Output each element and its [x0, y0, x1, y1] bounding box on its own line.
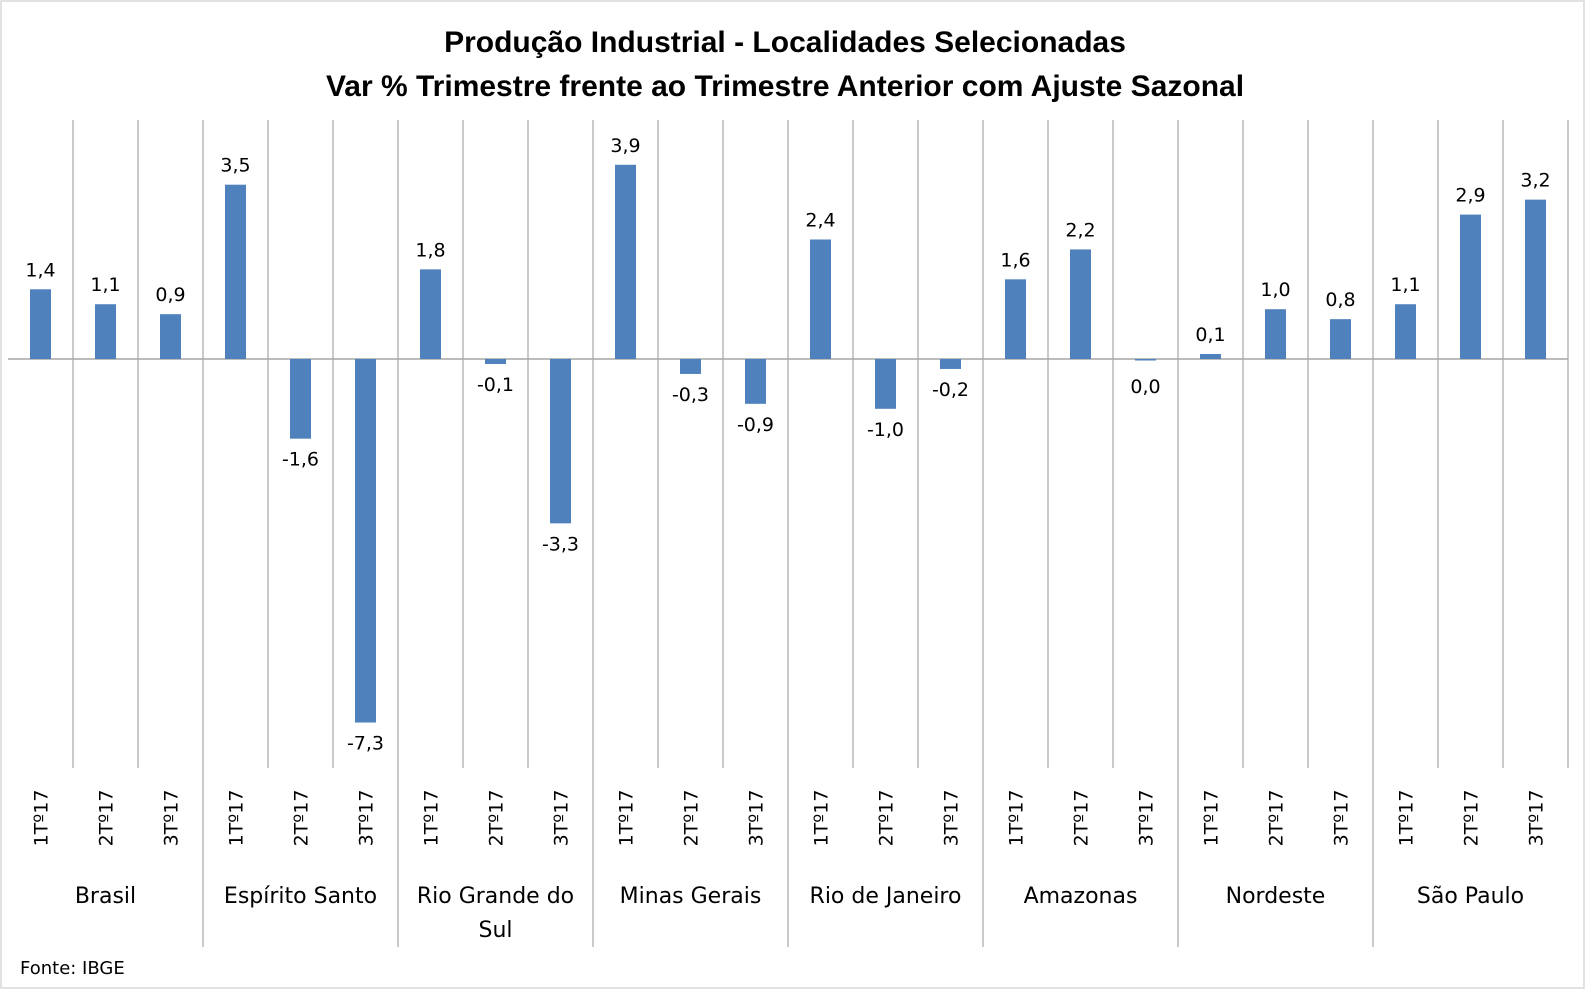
- bar: [810, 239, 831, 359]
- tick-label: 1Tº17: [226, 790, 248, 847]
- bar: [290, 359, 311, 439]
- data-label: -1,6: [282, 449, 319, 471]
- data-label: 0,8: [1325, 289, 1355, 311]
- tick-label: 1Tº17: [1201, 790, 1223, 847]
- chart-subtitle: Var % Trimestre frente ao Trimestre Ante…: [326, 70, 1244, 103]
- tick-label: 1Tº17: [1396, 790, 1418, 847]
- group-label: São Paulo: [1417, 884, 1524, 909]
- tick-label: 3Tº17: [1526, 790, 1548, 847]
- tick-label: 3Tº17: [551, 790, 573, 847]
- bar: [940, 359, 961, 369]
- bar: [1525, 199, 1546, 359]
- data-label: 3,2: [1520, 170, 1550, 192]
- data-label: 1,1: [90, 274, 120, 296]
- data-label: 1,8: [415, 239, 445, 261]
- data-label: 3,9: [610, 135, 640, 157]
- bar: [1265, 309, 1286, 359]
- tick-label: 2Tº17: [876, 790, 898, 847]
- tick-label: 2Tº17: [1266, 790, 1288, 847]
- group-label: Amazonas: [1024, 884, 1138, 909]
- bar: [1460, 214, 1481, 359]
- plot-area: 1,4 1Tº17 1,1 2Tº17 0,9 3Tº17 Brasil 3,5 1Tº17 -1…: [8, 120, 1569, 947]
- chart-title: Produção Industrial - Localidades Seleci…: [444, 26, 1126, 59]
- group-label: Sul: [478, 918, 512, 943]
- data-label: -3,3: [542, 533, 579, 555]
- bar: [30, 289, 51, 359]
- group-label: Minas Gerais: [620, 884, 762, 909]
- bar: [1200, 354, 1221, 359]
- data-label: -0,1: [477, 374, 514, 396]
- data-label: 2,9: [1455, 185, 1485, 207]
- tick-label: 1Tº17: [421, 790, 443, 847]
- data-label: -0,9: [737, 414, 774, 436]
- bar: [485, 359, 506, 364]
- group-label: Rio de Janeiro: [810, 884, 962, 909]
- bar: [745, 359, 766, 404]
- data-label: 1,1: [1390, 274, 1420, 296]
- tick-label: 3Tº17: [1331, 790, 1353, 847]
- bar: [355, 359, 376, 723]
- tick-label: 2Tº17: [96, 790, 118, 847]
- data-label: 0,1: [1195, 324, 1225, 346]
- group-label: Brasil: [75, 884, 136, 909]
- source-note: Fonte: IBGE: [20, 958, 125, 979]
- bar: [1395, 304, 1416, 359]
- data-label: -0,2: [932, 379, 969, 401]
- data-label: 0,9: [155, 284, 185, 306]
- data-label: -0,3: [672, 384, 709, 406]
- data-label: 1,0: [1260, 279, 1290, 301]
- bar: [1005, 279, 1026, 359]
- bar: [615, 164, 636, 359]
- tick-label: 1Tº17: [1006, 790, 1028, 847]
- bar: [875, 359, 896, 409]
- data-label: -1,0: [867, 419, 904, 441]
- bar: [95, 304, 116, 359]
- data-label: -7,3: [347, 733, 384, 755]
- data-label: 3,5: [220, 155, 250, 177]
- tick-label: 2Tº17: [681, 790, 703, 847]
- bar: [1070, 249, 1091, 359]
- data-label: 1,4: [25, 259, 55, 281]
- data-label: 0,0: [1130, 376, 1160, 398]
- group-label: Rio Grande do: [417, 884, 574, 909]
- tick-label: 2Tº17: [291, 790, 313, 847]
- tick-label: 3Tº17: [161, 790, 183, 847]
- bar: [1135, 359, 1156, 361]
- tick-label: 3Tº17: [941, 790, 963, 847]
- bar: [225, 184, 246, 359]
- data-label: 2,2: [1065, 219, 1095, 241]
- bar: [420, 269, 441, 359]
- data-label: 2,4: [805, 209, 835, 231]
- tick-label: 2Tº17: [486, 790, 508, 847]
- bar: [680, 359, 701, 374]
- tick-label: 2Tº17: [1461, 790, 1483, 847]
- data-label: 1,6: [1000, 249, 1030, 271]
- tick-label: 1Tº17: [616, 790, 638, 847]
- tick-label: 3Tº17: [356, 790, 378, 847]
- tick-label: 1Tº17: [811, 790, 833, 847]
- bar: [160, 314, 181, 359]
- bar: [1330, 319, 1351, 359]
- tick-label: 1Tº17: [31, 790, 53, 847]
- tick-label: 3Tº17: [1136, 790, 1158, 847]
- tick-label: 2Tº17: [1071, 790, 1093, 847]
- group-label: Espírito Santo: [224, 884, 377, 909]
- group-label: Nordeste: [1226, 884, 1326, 909]
- tick-label: 3Tº17: [746, 790, 768, 847]
- bar: [550, 359, 571, 524]
